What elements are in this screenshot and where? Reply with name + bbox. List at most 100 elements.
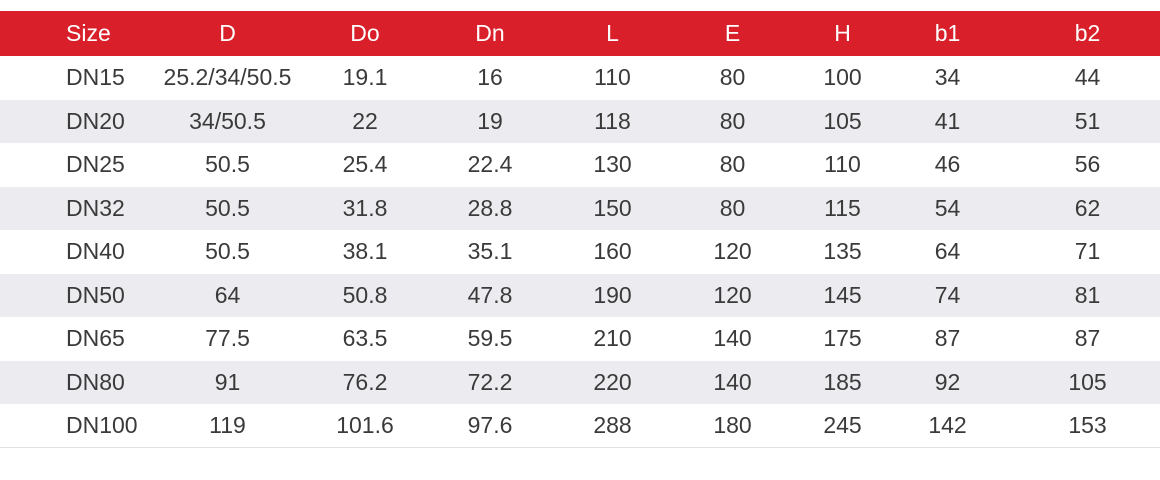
cell-do: 63.5 bbox=[342, 325, 388, 352]
cell-b2: 105 bbox=[1068, 368, 1107, 395]
cell-b2: 71 bbox=[1074, 238, 1101, 265]
cell-size: DN80 bbox=[66, 368, 125, 395]
cell-e: 180 bbox=[713, 412, 752, 438]
cell-b2: 87 bbox=[1074, 325, 1101, 352]
cell-do: 50.8 bbox=[342, 281, 388, 308]
column-header-size: Size bbox=[66, 20, 111, 46]
cell-l: 150 bbox=[593, 194, 632, 221]
table-header: Size D Do Dn L E H b1 b2 bbox=[0, 11, 1160, 56]
cell-l: 160 bbox=[593, 238, 632, 265]
table-row: DN20 34/50.5 22 19 118 80 105 41 51 bbox=[0, 99, 1160, 143]
cell-h: 175 bbox=[823, 325, 862, 352]
cell-dn: 19 bbox=[477, 107, 503, 134]
cell-l: 220 bbox=[593, 368, 632, 395]
table-row: DN32 50.5 31.8 28.8 150 80 115 54 62 bbox=[0, 186, 1160, 230]
cell-do: 19.1 bbox=[342, 64, 388, 91]
table-row: DN65 77.5 63.5 59.5 210 140 175 87 87 bbox=[0, 317, 1160, 361]
cell-size: DN20 bbox=[66, 107, 125, 134]
column-header-d: D bbox=[219, 20, 236, 46]
cell-dn: 59.5 bbox=[467, 325, 513, 352]
cell-d: 64 bbox=[214, 281, 241, 308]
cell-dn: 72.2 bbox=[467, 368, 513, 395]
cell-b1: 54 bbox=[934, 194, 961, 221]
cell-dn: 35.1 bbox=[467, 238, 513, 265]
cell-b1: 74 bbox=[934, 281, 961, 308]
cell-d: 25.2/34/50.5 bbox=[163, 64, 292, 91]
column-header-l: L bbox=[606, 20, 619, 46]
cell-size: DN100 bbox=[66, 412, 138, 438]
table-row: DN100 119 101.6 97.6 288 180 245 142 153 bbox=[0, 404, 1160, 448]
column-header-dn: Dn bbox=[475, 20, 505, 46]
column-header-do: Do bbox=[350, 20, 380, 46]
cell-dn: 97.6 bbox=[467, 412, 513, 438]
cell-d: 50.5 bbox=[205, 151, 250, 178]
cell-b2: 81 bbox=[1074, 281, 1101, 308]
cell-h: 115 bbox=[824, 194, 861, 221]
cell-do: 101.6 bbox=[336, 412, 394, 438]
column-header-b2: b2 bbox=[1074, 20, 1101, 46]
cell-b1: 87 bbox=[934, 325, 961, 352]
cell-h: 135 bbox=[823, 238, 862, 265]
cell-e: 140 bbox=[713, 368, 752, 395]
column-header-e: E bbox=[724, 20, 741, 46]
cell-size: DN65 bbox=[66, 325, 125, 352]
cell-b1: 92 bbox=[934, 368, 961, 395]
column-header-b1: b1 bbox=[934, 20, 961, 46]
cell-do: 22 bbox=[352, 107, 378, 134]
cell-b1: 64 bbox=[934, 238, 961, 265]
cell-do: 38.1 bbox=[342, 238, 388, 265]
table-row: DN25 50.5 25.4 22.4 130 80 110 46 56 bbox=[0, 143, 1160, 187]
cell-do: 76.2 bbox=[342, 368, 388, 395]
cell-l: 110 bbox=[594, 64, 631, 91]
cell-d: 50.5 bbox=[205, 238, 250, 265]
dimensions-table: Size D Do Dn L E H b1 b2 DN15 25.2/34/50.… bbox=[0, 11, 1160, 448]
cell-h: 185 bbox=[823, 368, 862, 395]
cell-l: 130 bbox=[593, 151, 632, 178]
cell-l: 288 bbox=[593, 412, 632, 438]
cell-b2: 51 bbox=[1074, 107, 1101, 134]
dimensions-table-container: Size D Do Dn L E H b1 b2 DN15 25.2/34/50.… bbox=[0, 11, 1160, 448]
cell-e: 120 bbox=[713, 238, 752, 265]
cell-l: 210 bbox=[593, 325, 632, 352]
cell-e: 80 bbox=[719, 194, 746, 221]
table-body: DN15 25.2/34/50.5 19.1 16 110 80 100 34 44 DN20 34… bbox=[0, 56, 1160, 448]
cell-b2: 62 bbox=[1074, 194, 1101, 221]
cell-d: 91 bbox=[214, 368, 241, 395]
table-row: DN40 50.5 38.1 35.1 160 120 135 64 71 bbox=[0, 230, 1160, 274]
cell-size: DN50 bbox=[66, 281, 125, 308]
cell-e: 80 bbox=[719, 64, 746, 91]
cell-size: DN15 bbox=[66, 64, 125, 91]
cell-b1: 46 bbox=[934, 151, 961, 178]
cell-b1: 34 bbox=[934, 64, 961, 91]
cell-d: 119 bbox=[209, 412, 246, 438]
cell-size: DN32 bbox=[66, 194, 125, 221]
cell-h: 145 bbox=[823, 281, 862, 308]
cell-b1: 142 bbox=[928, 412, 967, 438]
cell-size: DN25 bbox=[66, 151, 125, 178]
cell-do: 25.4 bbox=[342, 151, 388, 178]
cell-d: 50.5 bbox=[205, 194, 250, 221]
cell-h: 100 bbox=[823, 64, 862, 91]
cell-dn: 22.4 bbox=[467, 151, 513, 178]
cell-dn: 47.8 bbox=[467, 281, 513, 308]
cell-d: 34/50.5 bbox=[189, 107, 266, 134]
cell-dn: 16 bbox=[477, 64, 503, 91]
column-header-h: H bbox=[834, 20, 851, 46]
table-row: DN80 91 76.2 72.2 220 140 185 92 105 bbox=[0, 360, 1160, 404]
cell-dn: 28.8 bbox=[467, 194, 513, 221]
cell-do: 31.8 bbox=[342, 194, 388, 221]
cell-size: DN40 bbox=[66, 238, 125, 265]
table-row: DN50 64 50.8 47.8 190 120 145 74 81 bbox=[0, 273, 1160, 317]
cell-h: 245 bbox=[823, 412, 862, 438]
cell-l: 118 bbox=[594, 107, 631, 134]
cell-h: 105 bbox=[823, 107, 862, 134]
cell-e: 80 bbox=[719, 107, 746, 134]
cell-b2: 56 bbox=[1074, 151, 1101, 178]
cell-b2: 153 bbox=[1068, 412, 1107, 438]
cell-e: 140 bbox=[713, 325, 752, 352]
cell-e: 120 bbox=[713, 281, 752, 308]
cell-h: 110 bbox=[824, 151, 861, 178]
cell-l: 190 bbox=[593, 281, 632, 308]
cell-e: 80 bbox=[719, 151, 746, 178]
cell-b2: 44 bbox=[1074, 64, 1101, 91]
